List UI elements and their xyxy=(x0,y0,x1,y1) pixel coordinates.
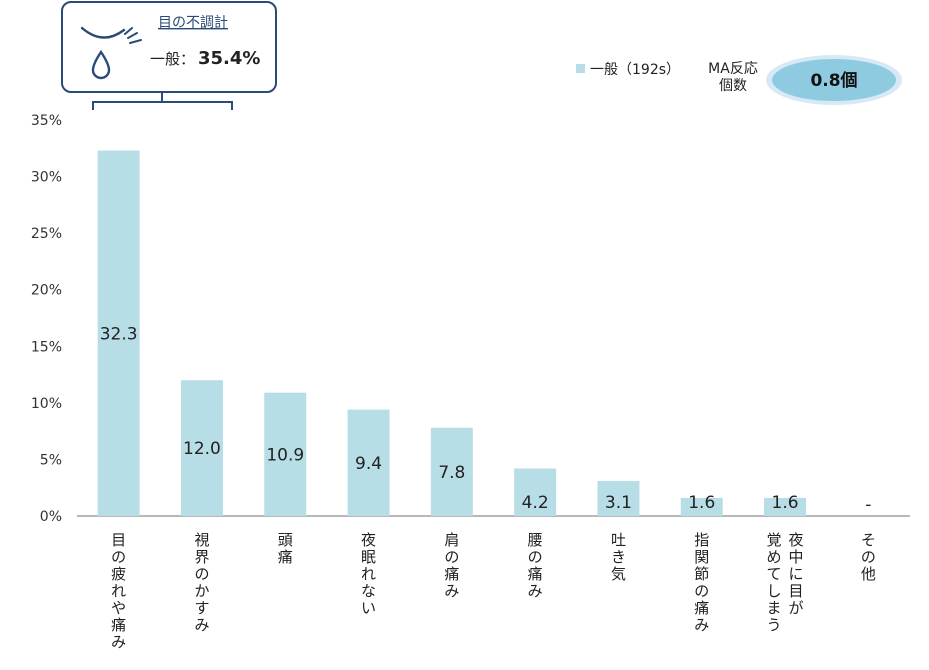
category-label: 中 xyxy=(789,548,804,566)
y-tick-label: 30% xyxy=(31,170,62,186)
data-label: 1.6 xyxy=(688,493,715,513)
data-label: 32.3 xyxy=(100,324,138,344)
category-label: 覚 xyxy=(767,531,782,549)
data-label: 1.6 xyxy=(772,493,799,513)
category-label: て xyxy=(767,565,782,583)
data-label: 7.8 xyxy=(438,463,465,483)
bar xyxy=(180,380,223,516)
category-label: 関 xyxy=(694,548,709,566)
ma-label-line2: 個数 xyxy=(719,78,747,94)
callout-box xyxy=(61,1,277,93)
bar xyxy=(347,409,390,516)
category-label: や xyxy=(111,599,126,617)
category-label: の xyxy=(694,582,709,600)
callout-label: 一般： xyxy=(150,50,195,68)
bar xyxy=(764,497,807,516)
category-label: な xyxy=(361,582,376,600)
category-label: 節 xyxy=(694,565,709,583)
category-label: み xyxy=(194,616,209,634)
category-label: の xyxy=(861,548,876,566)
ma-label-line1: MA反応 xyxy=(708,61,758,77)
bar xyxy=(514,468,557,516)
category-label: 痛 xyxy=(111,616,126,634)
data-label: 9.4 xyxy=(355,454,382,474)
y-tick-label: 25% xyxy=(31,226,62,242)
y-tick-label: 15% xyxy=(31,339,62,355)
category-label: 視 xyxy=(194,531,209,549)
category-label: う xyxy=(767,616,782,634)
category-label: 肩 xyxy=(444,531,459,549)
data-label: - xyxy=(865,495,871,515)
y-tick-label: 35% xyxy=(31,113,62,129)
category-label: 頭 xyxy=(278,531,293,549)
category-label: す xyxy=(194,599,209,617)
category-label: 夜 xyxy=(789,531,804,549)
y-tick-label: 20% xyxy=(31,283,62,299)
category-label: れ xyxy=(111,582,126,600)
category-label: か xyxy=(194,582,209,600)
category-label: 気 xyxy=(611,565,626,583)
category-label: の xyxy=(444,548,459,566)
category-label: 吐 xyxy=(611,531,626,549)
category-label: の xyxy=(111,548,126,566)
category-label: 指 xyxy=(694,531,709,549)
category-label: し xyxy=(767,582,782,600)
category-label: に xyxy=(789,565,804,583)
category-label: 目 xyxy=(789,582,804,600)
category-label: め xyxy=(767,548,782,566)
category-label: み xyxy=(111,633,126,651)
bar xyxy=(430,427,473,516)
callout: 目の不調計 一般： 35.4% xyxy=(61,1,277,110)
category-label: れ xyxy=(361,565,376,583)
data-label: 10.9 xyxy=(266,445,304,465)
category-label: 痛 xyxy=(694,599,709,617)
category-label: が xyxy=(789,599,804,617)
y-tick-label: 0% xyxy=(40,509,62,525)
legend-swatch xyxy=(576,64,585,73)
data-label: 4.2 xyxy=(522,493,549,513)
category-label: 痛 xyxy=(528,565,543,583)
category-label: 腰 xyxy=(528,531,543,549)
bar xyxy=(680,497,723,516)
category-label: 界 xyxy=(194,548,209,566)
data-label: 3.1 xyxy=(605,493,632,513)
category-label: 疲 xyxy=(111,565,126,583)
ma-badge: MA反応 個数 0.8個 xyxy=(708,55,902,105)
category-label: ま xyxy=(767,599,782,617)
bar xyxy=(264,392,307,516)
category-label: 夜 xyxy=(361,531,376,549)
category-label: 他 xyxy=(861,565,876,583)
category-label: い xyxy=(361,599,376,617)
callout-value: 35.4% xyxy=(198,48,260,69)
ma-value: 0.8個 xyxy=(810,70,857,91)
legend: 一般（192s） xyxy=(576,62,680,78)
category-label: 目 xyxy=(111,531,126,549)
callout-bracket xyxy=(92,93,233,110)
category-label: 痛 xyxy=(444,565,459,583)
category-label: 眠 xyxy=(361,548,376,566)
callout-title: 目の不調計 xyxy=(158,15,228,31)
bar xyxy=(597,480,640,516)
category-label: み xyxy=(444,582,459,600)
category-label: み xyxy=(694,616,709,634)
category-label: き xyxy=(611,548,626,566)
ma-ellipse xyxy=(772,59,896,101)
tear-drop-icon xyxy=(80,26,142,80)
category-label: そ xyxy=(861,531,876,549)
data-label: 12.0 xyxy=(183,439,221,459)
category-label: み xyxy=(528,582,543,600)
y-tick-label: 5% xyxy=(40,452,62,468)
category-label: の xyxy=(194,565,209,583)
category-label: の xyxy=(528,548,543,566)
category-label: 痛 xyxy=(278,548,293,566)
bar xyxy=(97,150,140,516)
y-tick-label: 10% xyxy=(31,396,62,412)
legend-label: 一般（192s） xyxy=(590,62,680,78)
